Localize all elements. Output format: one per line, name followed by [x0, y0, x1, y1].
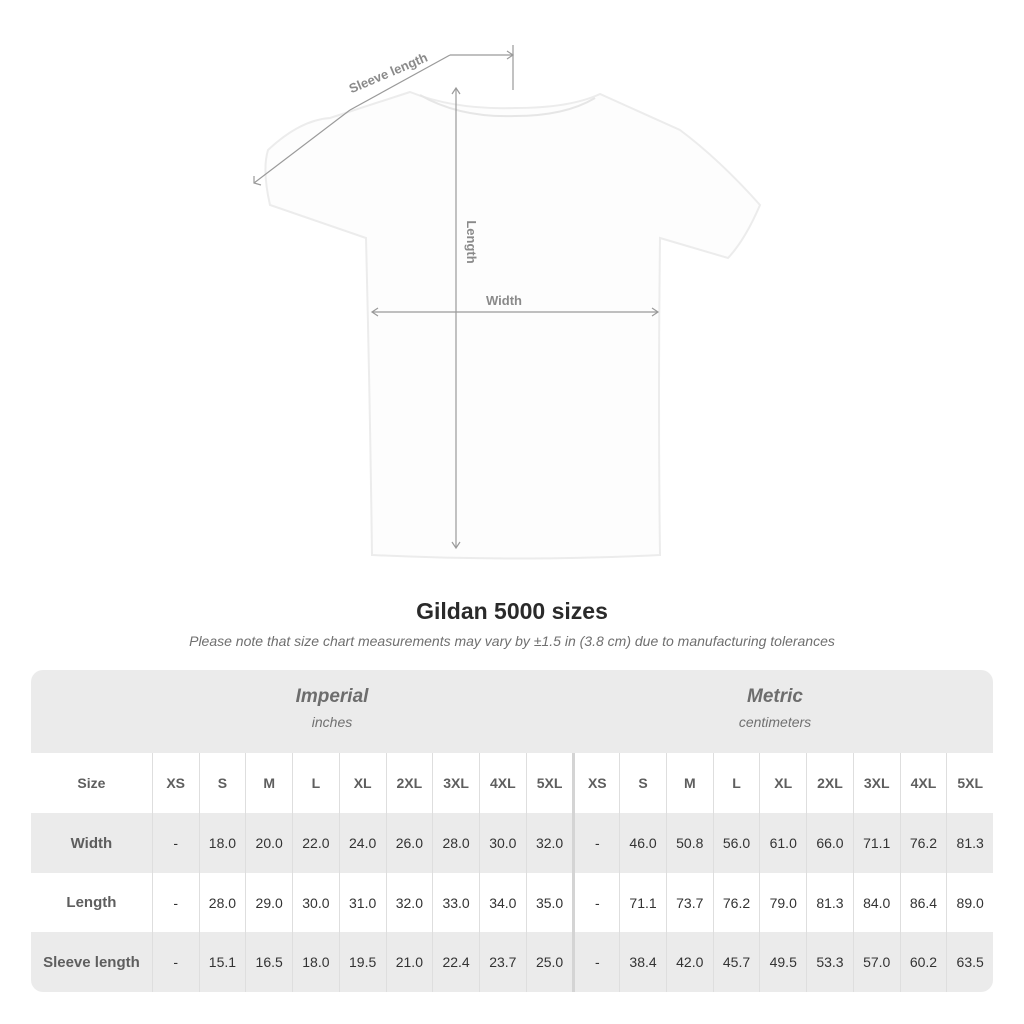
table-cell: 35.0 — [525, 873, 573, 932]
table-cell: 71.1 — [619, 873, 666, 932]
table-row: Length -28.0 29.0 30.0 31.0 32.0 33.0 34.0 35.0-… — [31, 873, 993, 932]
size-column-header: S — [619, 753, 666, 813]
table-cell: 66.0 — [806, 813, 853, 873]
size-column-header: XL — [338, 753, 386, 813]
tshirt-shape — [264, 90, 762, 560]
table-cell: 73.7 — [665, 873, 713, 932]
table-row: Width -18.0 20.0 22.0 24.0 26.0 28.0 30.0 32.0-4… — [31, 813, 993, 873]
table-cell: 28.0 — [198, 873, 246, 932]
size-column-header: XS — [151, 753, 199, 813]
row-label: Sleeve length — [43, 953, 140, 971]
table-cell: 46.0 — [619, 813, 666, 873]
table-cell: 31.0 — [338, 873, 386, 932]
table-cell: 18.0 — [292, 932, 339, 992]
table-cell: 19.5 — [338, 932, 386, 992]
size-column-header: 5XL — [946, 753, 993, 813]
size-column-header: 3XL — [432, 753, 479, 813]
table-cell: 24.0 — [338, 813, 386, 873]
table-cell: 30.0 — [292, 873, 339, 932]
size-table: Imperial inches Metric centimeters Size X… — [31, 670, 993, 992]
size-column-header: 5XL — [525, 753, 573, 813]
collar — [419, 94, 596, 118]
table-cell: 45.7 — [712, 932, 760, 992]
table-cell: 63.5 — [946, 932, 993, 992]
size-column-header: M — [665, 753, 713, 813]
table-cell: 29.0 — [245, 873, 292, 932]
size-column-header: 2XL — [806, 753, 853, 813]
size-header-row: Size XS S M L XL 2XL 3XL 4XL 5XL XS S M L XL 2XL 3XL 4XL 5… — [31, 753, 993, 813]
table-cell: 18.0 — [198, 813, 246, 873]
imperial-heading: Imperial — [295, 686, 369, 707]
table-cell: 79.0 — [759, 873, 806, 932]
size-header-label: Size — [77, 775, 106, 791]
row-label: Length — [66, 894, 117, 911]
table-cell: 28.0 — [432, 813, 479, 873]
metric-group: Metric centimeters — [565, 686, 985, 730]
table-cell: 81.3 — [946, 813, 993, 873]
table-row: Sleeve length -15.1 16.5 18.0 19.5 21.0 22.4 23… — [31, 932, 993, 992]
table-cell: 34.0 — [478, 873, 526, 932]
table-cell: 15.1 — [198, 932, 246, 992]
size-column-header: 4XL — [478, 753, 526, 813]
table-cell: 81.3 — [806, 873, 853, 932]
table-cell: 32.0 — [385, 873, 433, 932]
imperial-group: Imperial inches — [122, 686, 542, 730]
table-cell: 22.0 — [292, 813, 339, 873]
table-cell: 57.0 — [852, 932, 900, 992]
row-label: Width — [70, 834, 113, 852]
table-cell: 22.4 — [432, 932, 479, 992]
table-cell: - — [151, 932, 199, 992]
metric-heading: Metric — [747, 686, 803, 707]
size-column-header: 2XL — [385, 753, 433, 813]
table-cell: - — [572, 873, 619, 932]
imperial-unit: inches — [311, 714, 353, 730]
table-cell: - — [151, 873, 199, 932]
table-cell: - — [572, 813, 619, 873]
metric-unit: centimeters — [738, 714, 812, 730]
size-column-header: 4XL — [899, 753, 947, 813]
table-cell: - — [572, 932, 619, 992]
table-cell: 33.0 — [432, 873, 479, 932]
table-cell: 42.0 — [665, 932, 713, 992]
table-cell: 56.0 — [712, 813, 760, 873]
length-label: Length — [464, 220, 479, 263]
tshirt-diagram: Sleeve length Length Width — [253, 45, 762, 560]
table-cell: 60.2 — [899, 932, 947, 992]
size-column-header: L — [292, 753, 339, 813]
table-cell: 21.0 — [385, 932, 433, 992]
width-label: Width — [486, 293, 522, 308]
table-cell: 32.0 — [525, 813, 573, 873]
table-cell: 30.0 — [478, 813, 526, 873]
table-cell: 76.2 — [899, 813, 947, 873]
table-cell: 25.0 — [525, 932, 573, 992]
table-cell: 61.0 — [759, 813, 806, 873]
table-cell: 76.2 — [712, 873, 760, 932]
size-column-header: XS — [572, 753, 619, 813]
size-column-header: M — [245, 753, 292, 813]
table-cell: 20.0 — [245, 813, 292, 873]
table-cell: 16.5 — [245, 932, 292, 992]
page-title: Gildan 5000 sizes — [416, 598, 608, 624]
size-column-header: L — [712, 753, 760, 813]
table-cell: 89.0 — [946, 873, 993, 932]
size-column-header: S — [198, 753, 246, 813]
size-column-header: XL — [759, 753, 806, 813]
size-column-header: 3XL — [852, 753, 900, 813]
table-cell: 23.7 — [478, 932, 526, 992]
table-cell: 84.0 — [852, 873, 900, 932]
unit-header-band: Imperial inches Metric centimeters — [31, 670, 993, 753]
table-cell: 86.4 — [899, 873, 947, 932]
table-cell: 53.3 — [806, 932, 853, 992]
table-cell: 49.5 — [759, 932, 806, 992]
table-cell: 38.4 — [619, 932, 666, 992]
table-cell: - — [151, 813, 199, 873]
tolerance-note: Please note that size chart measurements… — [189, 633, 835, 649]
table-cell: 71.1 — [852, 813, 900, 873]
table-cell: 26.0 — [385, 813, 433, 873]
table-cell: 50.8 — [665, 813, 713, 873]
measure-lines — [253, 45, 660, 550]
